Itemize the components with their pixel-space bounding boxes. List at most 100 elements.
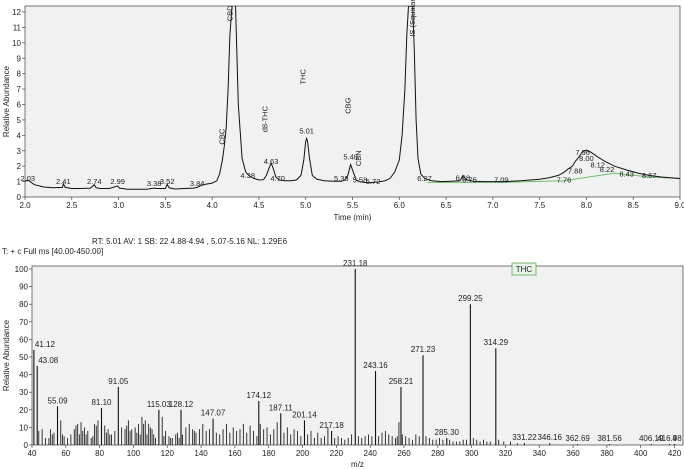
y-tick-label: 20 [19, 406, 28, 415]
compound-label: IS (Squalane) [408, 0, 417, 37]
peak-label: 7.96 [575, 148, 590, 157]
peak-label: 2.74 [87, 177, 102, 186]
x-tick-label: 140 [194, 449, 208, 458]
compound-label: CBG [344, 97, 353, 113]
peak-label: 3.52 [160, 177, 175, 186]
peak-label: 81.10 [91, 398, 112, 407]
peak-label: 4 [672, 434, 677, 443]
x-tick-label: 300 [465, 449, 479, 458]
peak-label: 258.21 [389, 377, 414, 386]
x-tick-label: 220 [330, 449, 344, 458]
peak-label: 3.84 [190, 179, 205, 188]
mass-spectrum-chart: 0 10 20 30 40 50 60 70 80 90 100 40 60 80 100 120 140 160… [2, 259, 684, 469]
chromatogram-trace [25, 6, 680, 190]
peak-label: 3.38 [147, 179, 162, 188]
peak-label: 7.76 [557, 176, 572, 185]
x-tick-label: 7.5 [534, 201, 546, 210]
x-tick-label: 40 [28, 449, 37, 458]
peak-label: 285.30 [435, 428, 460, 437]
x-tick-label: 6.0 [394, 201, 406, 210]
x-tick-label: 4.5 [253, 201, 265, 210]
compound-label: CBC [217, 128, 226, 144]
peak-label: 2.03 [21, 174, 36, 183]
x-axis-label: Time (min) [334, 213, 372, 222]
y-tick-label: 2 [17, 162, 22, 171]
x-tick-label: 400 [634, 449, 648, 458]
peak-label: 5.58 [353, 176, 368, 185]
y-tick-label: 40 [19, 371, 28, 380]
peak-label: 271.23 [411, 345, 436, 354]
y-tick-label: 9 [17, 54, 22, 63]
x-tick-label: 340 [533, 449, 547, 458]
x-axis-label: m/z [351, 460, 364, 469]
peak-label: 6.27 [417, 174, 432, 183]
x-tick-label: 360 [566, 449, 580, 458]
x-tick-label: 4.0 [207, 201, 219, 210]
peak-label: 5.72 [366, 177, 381, 186]
compound-label: CBN [354, 150, 363, 166]
baseline-line [427, 172, 680, 183]
peak-label: 4.38 [240, 171, 255, 180]
y-tick-label: 90 [19, 283, 28, 292]
x-tick-label: 8.0 [581, 201, 593, 210]
y-tick-label: 10 [19, 423, 28, 432]
peak-label: 4.70 [270, 174, 285, 183]
peak-label: 2.41 [56, 177, 71, 186]
y-tick-label: 10 [12, 39, 21, 48]
y-tick-label: 11 [13, 23, 22, 32]
x-tick-label: 9.0 [674, 201, 684, 210]
x-tick-label: 60 [61, 449, 70, 458]
y-tick-label: 50 [19, 353, 28, 362]
peak-label: 8.22 [600, 165, 615, 174]
peak-label: 362.69 [565, 434, 590, 443]
x-tick-label: 120 [161, 449, 175, 458]
peak-label: 416.98 [657, 434, 682, 443]
y-tick-label: 4 [17, 131, 22, 140]
y-axis-label: Relative Abundance [2, 65, 11, 137]
compound-label: CBD [226, 5, 235, 21]
peak-label: 128.12 [169, 400, 194, 409]
x-tick-label: 3.5 [160, 201, 172, 210]
peak-label: 8.12 [590, 160, 605, 169]
x-tick-label: 420 [668, 449, 682, 458]
peak-label: 41.12 [35, 340, 56, 349]
y-tick-label: 100 [15, 265, 29, 274]
peak-label: 2.99 [110, 177, 125, 186]
x-tick-label: 160 [228, 449, 242, 458]
peak-label: 8.67 [642, 171, 657, 180]
y-tick-label: 6 [17, 101, 22, 110]
scan-filter-line: T: + c Full ms [40.00-450.00] [2, 247, 104, 256]
compound-label: d8-THC [260, 105, 269, 132]
peak-label: 243.16 [363, 361, 388, 370]
x-tick-label: 100 [127, 449, 141, 458]
x-tick-label: 5.5 [347, 201, 359, 210]
peak-label: 299.25 [458, 294, 483, 303]
peak-label: 346.16 [537, 433, 562, 442]
peak-label: 381.56 [597, 434, 622, 443]
y-tick-label: 70 [19, 318, 28, 327]
peak-label: 5.38 [334, 174, 349, 183]
y-tick-label: 30 [19, 388, 28, 397]
peak-label: 55.09 [48, 396, 69, 405]
legend-box [511, 262, 537, 276]
x-tick-label: 280 [431, 449, 445, 458]
x-tick-label: 7.0 [487, 201, 499, 210]
peak-label: 91.05 [108, 377, 129, 386]
x-tick-label: 8.5 [628, 201, 640, 210]
legend-label: THC [516, 265, 533, 274]
x-tick-label: 380 [600, 449, 614, 458]
x-tick-label: 2.5 [66, 201, 78, 210]
peak-label: 8.00 [579, 154, 594, 163]
x-tick-label: 260 [397, 449, 411, 458]
x-tick-label: 3.0 [113, 201, 125, 210]
x-tick-label: 80 [95, 449, 104, 458]
y-tick-label: 80 [19, 300, 28, 309]
peak-label: 314.29 [484, 338, 509, 347]
peak-label: 8.43 [619, 170, 634, 179]
plot-area [24, 5, 681, 198]
y-tick-label: 60 [19, 335, 28, 344]
y-tick-label: 7 [17, 85, 22, 94]
scan-info-line: RT: 5.01 AV: 1 SB: 22 4.88-4.94 , 5.07-5… [92, 237, 288, 246]
